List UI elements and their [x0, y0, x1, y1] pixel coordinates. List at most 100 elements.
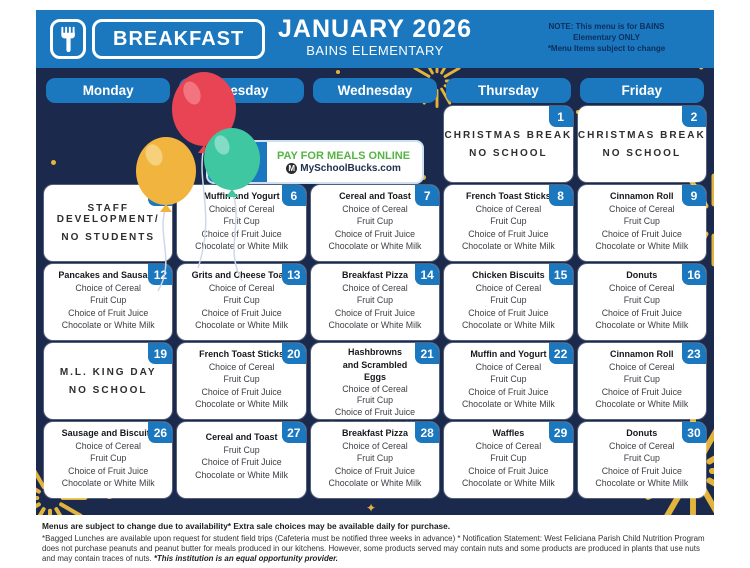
- date-badge: 21: [415, 343, 440, 364]
- menu: Pancakes and Sausage Choice of Cereal Fr…: [44, 264, 172, 332]
- menu-item: Fruit Cup: [490, 295, 527, 305]
- menu-item: Chocolate or White Milk: [595, 241, 689, 251]
- date-badge: 8: [548, 185, 573, 206]
- day-card-5: 5 STAFF DEVELOPMENT/ NO STUDENTS: [44, 185, 173, 261]
- menu-item: Chocolate or White Milk: [461, 241, 555, 251]
- day-card-14: 14 Breakfast Pizza Choice of Cereal Frui…: [310, 264, 440, 340]
- date-badge: 7: [415, 185, 440, 206]
- date-badge: 26: [148, 422, 173, 443]
- menu-title: French Toast Sticks: [199, 349, 285, 359]
- menu-item: Fruit Cup: [356, 453, 394, 463]
- footer-disclaimer: Menus are subject to change due to avail…: [42, 521, 712, 564]
- menu-item: Choice of Fruit Juice: [201, 386, 282, 397]
- menu-item: Choice of Cereal: [342, 203, 408, 214]
- menu: Cereal and Toast Fruit Cup Choice of Fru…: [177, 422, 305, 481]
- menu-item: Choice of Fruit Juice: [334, 407, 416, 418]
- menu-item: Choice of Cereal: [475, 203, 542, 214]
- date-badge: 14: [415, 264, 440, 285]
- notice-line: CHRISTMAS BREAK: [444, 129, 573, 141]
- day-header-thursday: Thursday: [446, 78, 571, 103]
- menu-item: Choice of Fruit Juice: [601, 465, 682, 476]
- day-card-9: 9 Cinnamon Roll Choice of Cereal Fruit C…: [577, 185, 706, 261]
- menu-item: Chocolate or White Milk: [328, 478, 422, 488]
- menu: Grits and Cheese Toast Choice of Cereal …: [177, 264, 305, 332]
- note-line: *Menu Items subject to change: [547, 44, 666, 53]
- menu-item: Choice of Cereal: [609, 203, 675, 214]
- notice-line: NO STUDENTS: [61, 232, 156, 243]
- menu-flyer: ★ ★ ✦ BREAKFAST JANUARY 2026 BAINS ELEME…: [36, 10, 714, 515]
- page-subtitle: BAINS ELEMENTARY: [306, 43, 444, 58]
- footer-emphasis: *This institution is an equal opportunit…: [153, 554, 338, 563]
- date-badge: 16: [681, 264, 706, 285]
- menu-item: Chocolate or White Milk: [461, 320, 555, 330]
- day-card-27: 27 Cereal and Toast Fruit Cup Choice of …: [177, 422, 306, 498]
- confetti-dot: [336, 70, 340, 74]
- menu-title: Sausage and Biscuits: [61, 428, 155, 438]
- menu-item: Fruit Cup: [223, 444, 260, 455]
- menu-item: Fruit Cup: [623, 453, 660, 463]
- day-card-13: 13 Grits and Cheese Toast Choice of Cere…: [177, 264, 306, 340]
- date-badge: 9: [681, 185, 706, 206]
- menu-title: Waffles: [492, 428, 525, 438]
- menu-title: Muffin and Yogurt: [203, 191, 280, 201]
- menu-item: Fruit Cup: [490, 374, 527, 384]
- note-line: NOTE: This menu is for BAINS: [548, 22, 665, 31]
- menu: Cinnamon Roll Choice of Cereal Fruit Cup…: [578, 343, 706, 411]
- day-card-21: 21 Hashbrowns and Scrambled Eggs Choice …: [310, 343, 440, 429]
- menu-item: Choice of Cereal: [342, 282, 408, 293]
- menu-item: Choice of Fruit Juice: [334, 307, 416, 318]
- day-card-23: 23 Cinnamon Roll Choice of Cereal Fruit …: [577, 343, 706, 419]
- day-card-2: 2 CHRISTMAS BREAK NO SCHOOL: [577, 106, 706, 182]
- menu: Donuts Choice of Cereal Fruit Cup Choice…: [578, 264, 706, 332]
- menu-item: Choice of Cereal: [475, 361, 542, 372]
- menu-item: Choice of Fruit Juice: [601, 307, 682, 318]
- menu-item: Choice of Fruit Juice: [334, 228, 416, 239]
- menu-item: Fruit Cup: [223, 216, 260, 226]
- date-badge: 2: [681, 106, 706, 127]
- day-card-30: 30 Donuts Choice of Cereal Fruit Cup Cho…: [577, 422, 706, 498]
- notice-line: M.L. KING DAY: [59, 366, 157, 378]
- flyer-header: BREAKFAST JANUARY 2026 BAINS ELEMENTARY …: [36, 10, 714, 68]
- menu-item: Choice of Cereal: [609, 361, 675, 372]
- notice-line: CHRISTMAS BREAK: [577, 129, 706, 141]
- menu-item: Choice of Cereal: [609, 440, 675, 451]
- page-title: JANUARY 2026: [277, 15, 473, 43]
- note-line: Elementary ONLY: [573, 33, 640, 42]
- menu-note: NOTE: This menu is for BAINS Elementary …: [509, 21, 704, 54]
- day-header-wednesday: Wednesday: [312, 78, 438, 103]
- menu-title: Breakfast Pizza: [341, 270, 409, 280]
- menu-title: Pancakes and Sausage: [58, 270, 158, 280]
- breakfast-label: BREAKFAST: [92, 19, 266, 59]
- date-badge: 30: [681, 422, 706, 443]
- menu-title: Breakfast Pizza: [341, 428, 409, 438]
- menu-item: Choice of Fruit Juice: [601, 228, 682, 239]
- menu-item: Fruit Cup: [356, 216, 394, 226]
- menu: Muffin and Yogurt Choice of Cereal Fruit…: [444, 343, 572, 411]
- day-card-12: 12 Pancakes and Sausage Choice of Cereal…: [44, 264, 173, 340]
- breakfast-badge: BREAKFAST: [50, 19, 266, 59]
- notice-line: STAFF DEVELOPMENT/: [56, 203, 160, 225]
- menu-item: Chocolate or White Milk: [195, 241, 289, 251]
- menu-item: Fruit Cup: [356, 395, 394, 406]
- myschoolbucks-url-link[interactable]: MySchoolBucks.com: [300, 163, 401, 174]
- menu-title: Cereal and Toast: [339, 191, 411, 201]
- notice: CHRISTMAS BREAK NO SCHOOL: [444, 106, 572, 182]
- menu: Cinnamon Roll Choice of Cereal Fruit Cup…: [578, 185, 706, 253]
- day-card-7: 7 Cereal and Toast Choice of Cereal Frui…: [310, 185, 440, 261]
- menu-item: Chocolate or White Milk: [61, 320, 155, 330]
- menu-item: Chocolate or White Milk: [195, 399, 289, 409]
- day-card-22: 22 Muffin and Yogurt Choice of Cereal Fr…: [444, 343, 573, 419]
- menu-title: Cinnamon Roll: [610, 349, 674, 359]
- day-card-6: 6 Muffin and Yogurt Choice of Cereal Fru…: [177, 185, 306, 261]
- date-badge: 22: [548, 343, 573, 364]
- menu-item: Fruit Cup: [623, 216, 660, 226]
- menu-item: Choice of Cereal: [208, 203, 275, 214]
- day-card-28: 28 Breakfast Pizza Choice of Cereal Frui…: [310, 422, 440, 498]
- notice: STAFF DEVELOPMENT/ NO STUDENTS: [44, 185, 172, 261]
- menu-item: Chocolate or White Milk: [195, 469, 289, 480]
- menu-title: Donuts: [626, 428, 658, 438]
- menu-item: Choice of Fruit Juice: [468, 307, 549, 318]
- menu-item: Choice of Fruit Juice: [468, 465, 549, 476]
- menu-title: Hashbrowns and Scrambled Eggs: [342, 347, 408, 382]
- menu-item: Chocolate or White Milk: [328, 320, 422, 330]
